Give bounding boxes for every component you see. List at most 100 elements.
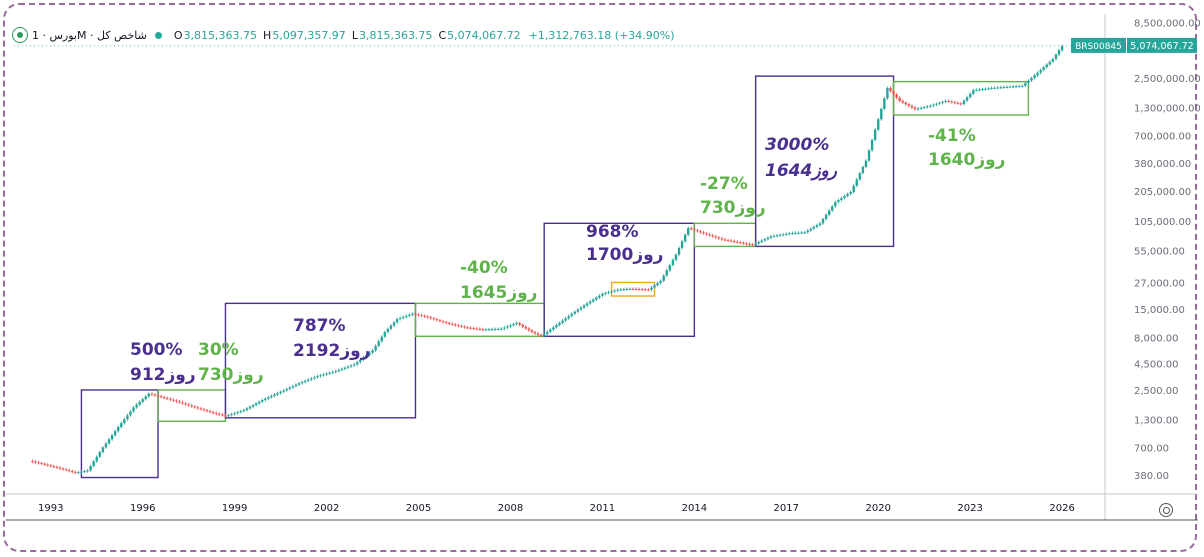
candle [460,325,463,327]
candle [386,328,390,333]
candle [503,327,506,329]
candle [273,394,276,396]
candle [785,233,788,235]
candle [622,289,626,291]
candle [92,461,95,466]
candle [877,119,880,130]
candle [843,196,846,199]
candle [1024,83,1027,86]
y-tick-label: 1,300.00 [1134,416,1179,427]
candle [987,88,990,90]
candle [561,320,564,323]
candle [981,89,984,91]
candle [190,405,193,407]
candle [687,228,690,235]
candle [693,229,696,231]
candle [110,435,114,440]
candle [886,87,889,99]
candle [478,328,482,330]
candle [270,395,273,398]
candle [346,366,350,368]
candle [463,326,466,328]
annotation-percent: 787% [293,316,346,336]
candle [1027,80,1030,84]
x-tick-label: 2026 [1049,503,1074,514]
candle [184,403,187,405]
candle [944,100,947,102]
settings-gear-icon[interactable] [1159,503,1173,517]
candle [898,97,901,101]
candles-layer [31,44,1064,475]
candle [215,413,218,415]
candle [276,393,279,395]
candle [999,87,1003,89]
candle [52,466,56,468]
candle [708,234,711,236]
candle [864,160,868,167]
candle [935,103,938,105]
candle [359,359,362,363]
annotation-percent: -27% [700,174,748,194]
candle [104,443,108,448]
candle [484,329,488,331]
candle [702,232,705,234]
candle [889,87,892,92]
candle [368,352,371,356]
candle [782,234,785,236]
x-tick-label: 1999 [222,503,247,514]
candle [573,311,577,314]
candle [714,236,717,238]
x-tick-label: 2005 [406,503,431,514]
candle [938,102,941,104]
candle [159,396,163,398]
candle [199,408,203,410]
candle [751,244,754,246]
candle [546,331,549,335]
candle [950,101,953,103]
candle [953,102,957,104]
candle [634,288,638,290]
candle [166,397,169,399]
candle [656,283,659,286]
candle [858,173,862,180]
candle [564,318,567,321]
candle [662,275,665,281]
candle [932,104,935,106]
candle [383,332,387,337]
candle [221,414,224,416]
candle [264,398,267,401]
candle [518,323,521,325]
annotation-percent: 500% [130,340,183,360]
price-tag: BRS00845 5,074,067.72 [1071,37,1197,53]
symbol-label[interactable]: بورس · 1M · شاخص کل [32,28,147,42]
candle [208,411,212,413]
candle [1033,75,1036,78]
candle [852,185,855,192]
low-value: 3,815,363.75 [358,28,433,42]
candle [509,325,512,327]
candle [147,393,151,397]
candle [64,469,68,471]
candle [680,241,684,248]
candle [552,327,555,330]
candle [245,408,249,411]
candle [769,236,773,238]
candle [539,334,543,337]
open-key: O [173,28,183,42]
candle [720,238,724,240]
annotation-days: 730روز [198,365,264,385]
candle [668,265,672,271]
annotation-percent: -41% [928,126,976,146]
chart-frame [3,3,1197,552]
candle [818,223,822,226]
open-value: 3,815,363.75 [183,28,258,42]
candle [466,327,469,329]
candle [913,107,917,110]
candle [457,325,460,327]
candle [837,200,840,203]
candle [74,471,77,473]
green-range-box [892,80,1030,116]
candle [120,423,123,428]
